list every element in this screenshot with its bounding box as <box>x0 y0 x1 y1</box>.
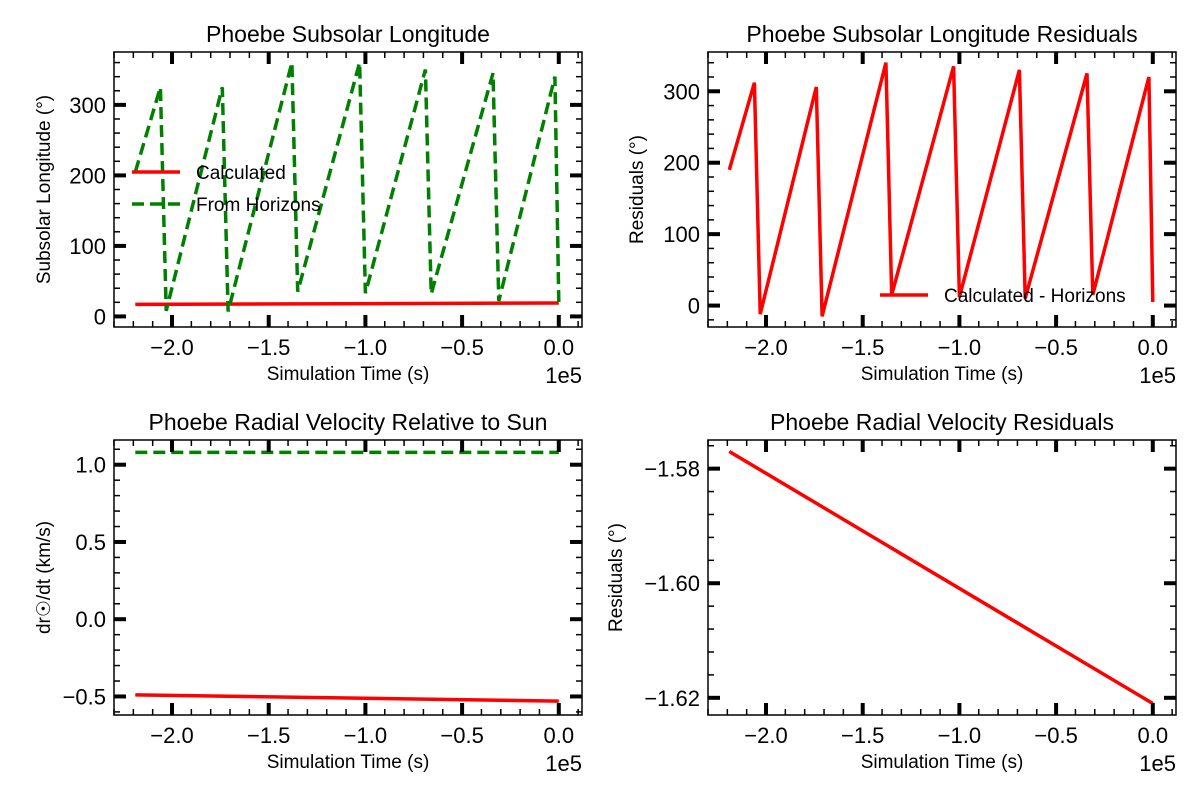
x-tick-label: −1.0 <box>938 335 981 360</box>
legend-label-0: Calculated <box>196 163 286 184</box>
x-tick-label: 0.0 <box>543 723 574 748</box>
series-line-0 <box>135 693 559 703</box>
x-offset-label: 1e5 <box>1139 751 1176 776</box>
y-tick-label: 200 <box>69 163 106 188</box>
y-tick-label: 200 <box>663 151 700 176</box>
x-tick-label: −0.5 <box>1034 723 1077 748</box>
y-axis-label: dr☉/dt (km/s) <box>34 521 55 634</box>
series-line-0 <box>135 301 559 307</box>
x-offset-label: 1e5 <box>545 363 582 388</box>
x-tick-label: −1.5 <box>841 335 884 360</box>
x-axis-label: Simulation Time (s) <box>267 364 430 385</box>
x-tick-label: −1.0 <box>938 723 981 748</box>
series-line-0 <box>728 449 1154 706</box>
y-axis-label: Residuals (°) <box>606 523 627 632</box>
x-tick-label: −0.5 <box>440 723 483 748</box>
panel-radial-velocity: −2.0 −1.5 −1.0 −0.5 0.0 −0.5 0.0 0.5 1.0 Phoebe R… <box>34 409 583 776</box>
x-tick-label: −2.0 <box>744 723 787 748</box>
x-tick-label: −2.0 <box>150 723 193 748</box>
x-axis-label: Simulation Time (s) <box>267 752 430 773</box>
axes-frame <box>113 51 583 328</box>
y-tick-label: 300 <box>69 93 106 118</box>
y-tick-label: −0.5 <box>63 684 106 709</box>
y-tick-label: 0.0 <box>75 607 106 632</box>
y-tick-label: 0 <box>94 304 106 329</box>
x-tick-label: 0.0 <box>1137 723 1168 748</box>
axes-frame <box>707 439 1177 716</box>
y-tick-label: −1.60 <box>644 571 700 596</box>
y-axis-label: Subsolar Longitude (°) <box>34 95 55 284</box>
x-tick-label: −1.5 <box>247 723 290 748</box>
legend-label-0: Calculated - Horizons <box>944 286 1126 307</box>
x-offset-label: 1e5 <box>1139 363 1176 388</box>
y-axis-label: Residuals (°) <box>627 135 648 244</box>
chart-title: Phoebe Subsolar Longitude Residuals <box>746 21 1137 47</box>
x-tick-label: −1.0 <box>344 335 387 360</box>
axes-frame <box>707 51 1177 328</box>
y-tick-label: 0.5 <box>75 530 106 555</box>
axes-frame <box>113 439 583 716</box>
x-tick-label: −0.5 <box>440 335 483 360</box>
x-offset-label: 1e5 <box>545 751 582 776</box>
chart-title: Phoebe Radial Velocity Relative to Sun <box>149 409 548 435</box>
y-tick-label: 0 <box>688 294 700 319</box>
x-axis-label: Simulation Time (s) <box>861 364 1024 385</box>
y-tick-label: −1.58 <box>644 457 700 482</box>
series-line-1 <box>133 62 561 312</box>
y-tick-label: −1.62 <box>644 686 700 711</box>
panel-subsolar-longitude-residuals: −2.0 −1.5 −1.0 −0.5 0.0 0 100 200 300 Phoebe Subs… <box>627 21 1177 388</box>
panel-radial-velocity-residuals: −2.0 −1.5 −1.0 −0.5 0.0 −1.62 −1.60 −1.58 Phoebe… <box>606 409 1177 776</box>
x-axis-label: Simulation Time (s) <box>861 752 1024 773</box>
y-tick-label: 100 <box>663 222 700 247</box>
series-line-0 <box>727 62 1155 317</box>
x-tick-label: −2.0 <box>150 335 193 360</box>
x-tick-label: −1.0 <box>344 723 387 748</box>
x-tick-label: −0.5 <box>1034 335 1077 360</box>
y-tick-label: 1.0 <box>75 453 106 478</box>
x-tick-label: 0.0 <box>1137 335 1168 360</box>
y-tick-label: 300 <box>663 79 700 104</box>
panel-subsolar-longitude: −2.0 −1.5 −1.0 −0.5 0.0 0 100 200 300 Phoebe Subs… <box>34 21 583 388</box>
y-tick-label: 100 <box>69 234 106 259</box>
chart-title: Phoebe Subsolar Longitude <box>206 21 490 47</box>
x-tick-label: 0.0 <box>543 335 574 360</box>
x-tick-label: −1.5 <box>841 723 884 748</box>
x-tick-label: −2.0 <box>744 335 787 360</box>
legend-label-1: From Horizons <box>196 195 321 216</box>
chart-title: Phoebe Radial Velocity Residuals <box>770 409 1114 435</box>
x-tick-label: −1.5 <box>247 335 290 360</box>
